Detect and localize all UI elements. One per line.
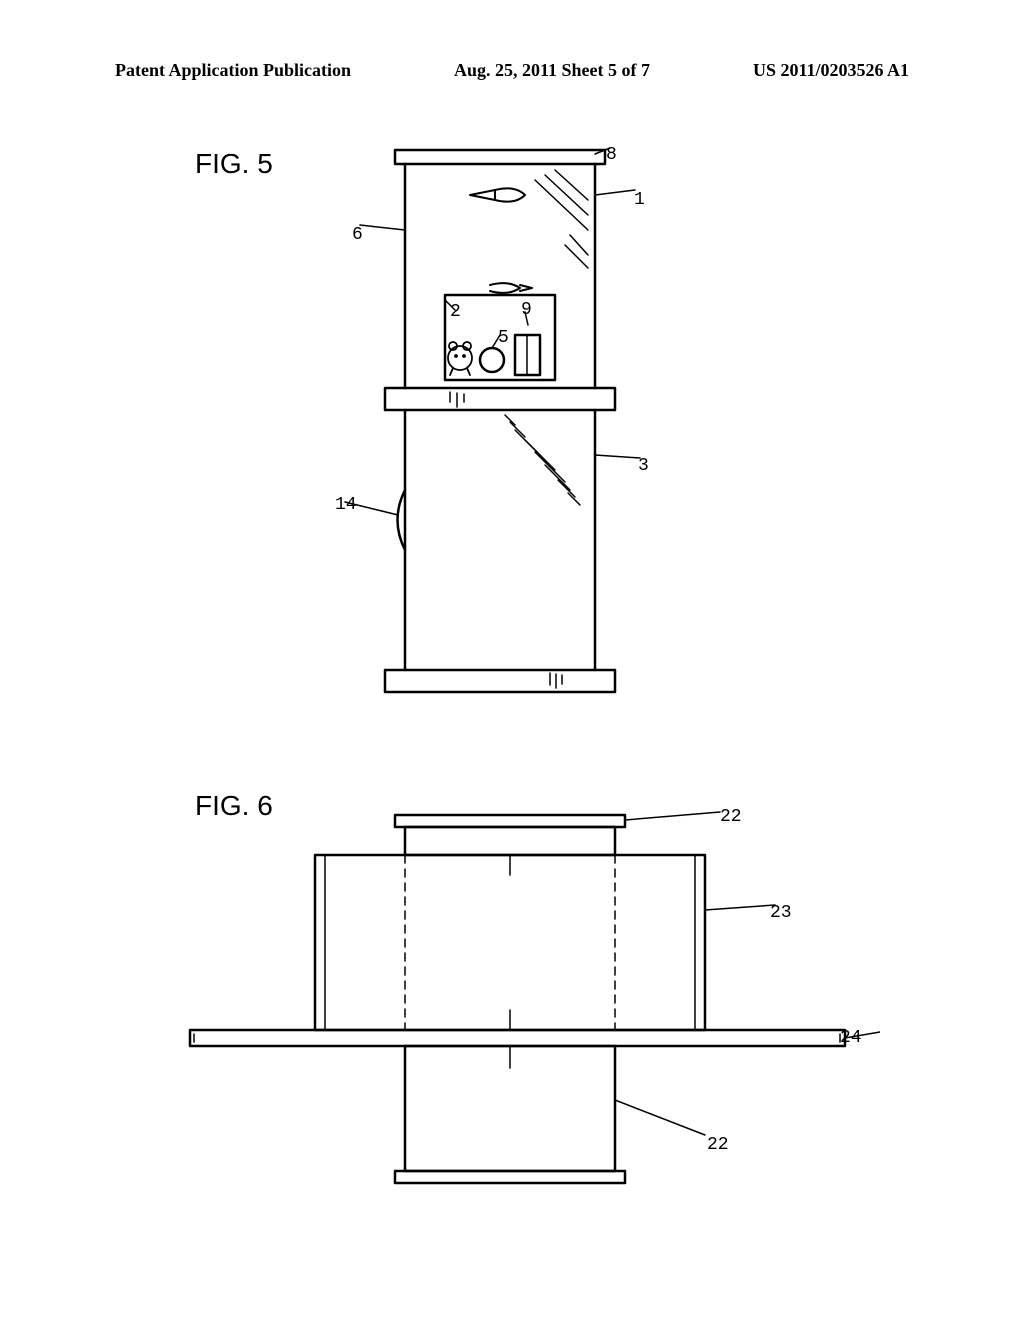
- hamster-icon: [448, 342, 472, 375]
- ref-24: 24: [840, 1028, 862, 1048]
- header-center: Aug. 25, 2011 Sheet 5 of 7: [454, 60, 650, 81]
- fig6-drawing: [180, 800, 880, 1220]
- header-left: Patent Application Publication: [115, 60, 351, 81]
- ref-3: 3: [638, 456, 649, 476]
- ref-23: 23: [770, 903, 792, 923]
- ref-22a: 22: [720, 807, 742, 827]
- ref-14: 14: [335, 495, 357, 515]
- fish-icon: [470, 188, 525, 201]
- fig5-label: FIG. 5: [195, 148, 273, 180]
- ref-1: 1: [634, 190, 645, 210]
- header-right: US 2011/0203526 A1: [753, 60, 909, 81]
- fish-icon: [490, 283, 532, 293]
- ref-9: 9: [521, 300, 532, 320]
- ref-8: 8: [606, 145, 617, 165]
- ref-2: 2: [450, 302, 461, 322]
- ref-6: 6: [352, 225, 363, 245]
- fig5-drawing: [340, 140, 680, 700]
- page-header: Patent Application Publication Aug. 25, …: [0, 60, 1024, 81]
- ref-22b: 22: [707, 1135, 729, 1155]
- ref-5: 5: [498, 328, 509, 348]
